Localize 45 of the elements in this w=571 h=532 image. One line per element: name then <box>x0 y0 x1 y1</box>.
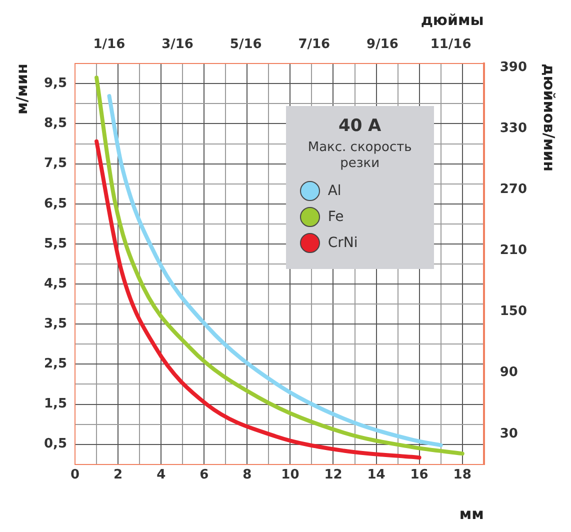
legend-label: Fe <box>328 209 344 226</box>
y-tick-label: 0,5 <box>44 436 68 452</box>
x-tick-label: 16 <box>410 468 428 483</box>
y2-tick-label: 210 <box>500 243 528 258</box>
x-tick-label: 12 <box>324 468 342 483</box>
x-tick-label: 2 <box>114 468 123 483</box>
x2-axis-title: дюймы <box>420 10 484 29</box>
x2-tick-label: 1/16 <box>93 37 126 52</box>
legend-label: Al <box>328 183 342 200</box>
line-series <box>107 94 443 448</box>
x2-tick-label: 3/16 <box>162 37 194 52</box>
y2-tick-label: 270 <box>500 182 528 198</box>
y-axis-title: м/мин <box>12 64 31 114</box>
y2-tick-label: 150 <box>500 304 528 320</box>
x-axis-title: мм <box>459 504 484 523</box>
y2-tick-label: 390 <box>500 60 528 76</box>
y-tick-label: 2,5 <box>44 356 68 372</box>
text: Макс. скорость резки <box>306 140 413 174</box>
x2-tick-label: 7/16 <box>298 37 330 52</box>
y2-tick-label: 330 <box>500 121 528 136</box>
x-tick-label: 8 <box>242 468 252 483</box>
y-tick-label: 7,5 <box>44 156 68 172</box>
y-tick-label: 1,5 <box>44 396 68 412</box>
x-tick-label: 6 <box>200 468 209 483</box>
y2-tick-label: 90 <box>500 365 518 380</box>
y2-tick-label: 30 <box>500 426 518 442</box>
legend-label: CrNi <box>328 235 358 252</box>
text: 40 A <box>337 116 382 136</box>
x-tick-label: 18 <box>453 468 472 483</box>
x2-tick-label: 9/16 <box>366 37 398 52</box>
line-series <box>94 76 464 456</box>
y2-axis-title: дюймов/мин <box>540 64 558 172</box>
y-tick-label: 9,5 <box>44 76 68 92</box>
y-tick-label: 5,5 <box>44 236 68 252</box>
y-tick-label: 6,5 <box>44 196 68 212</box>
x-tick-label: 10 <box>281 468 300 483</box>
y-tick-label: 8,5 <box>44 116 68 132</box>
y-tick-label: 4,5 <box>44 276 68 292</box>
x2-tick-label: 11/16 <box>430 37 472 52</box>
x-tick-label: 14 <box>367 468 386 483</box>
y-tick-label: 3,5 <box>44 316 68 332</box>
x2-tick-label: 5/16 <box>230 37 262 52</box>
x-tick-label: 4 <box>156 468 166 483</box>
x-tick-label: 0 <box>70 468 80 483</box>
line-series <box>94 139 422 460</box>
